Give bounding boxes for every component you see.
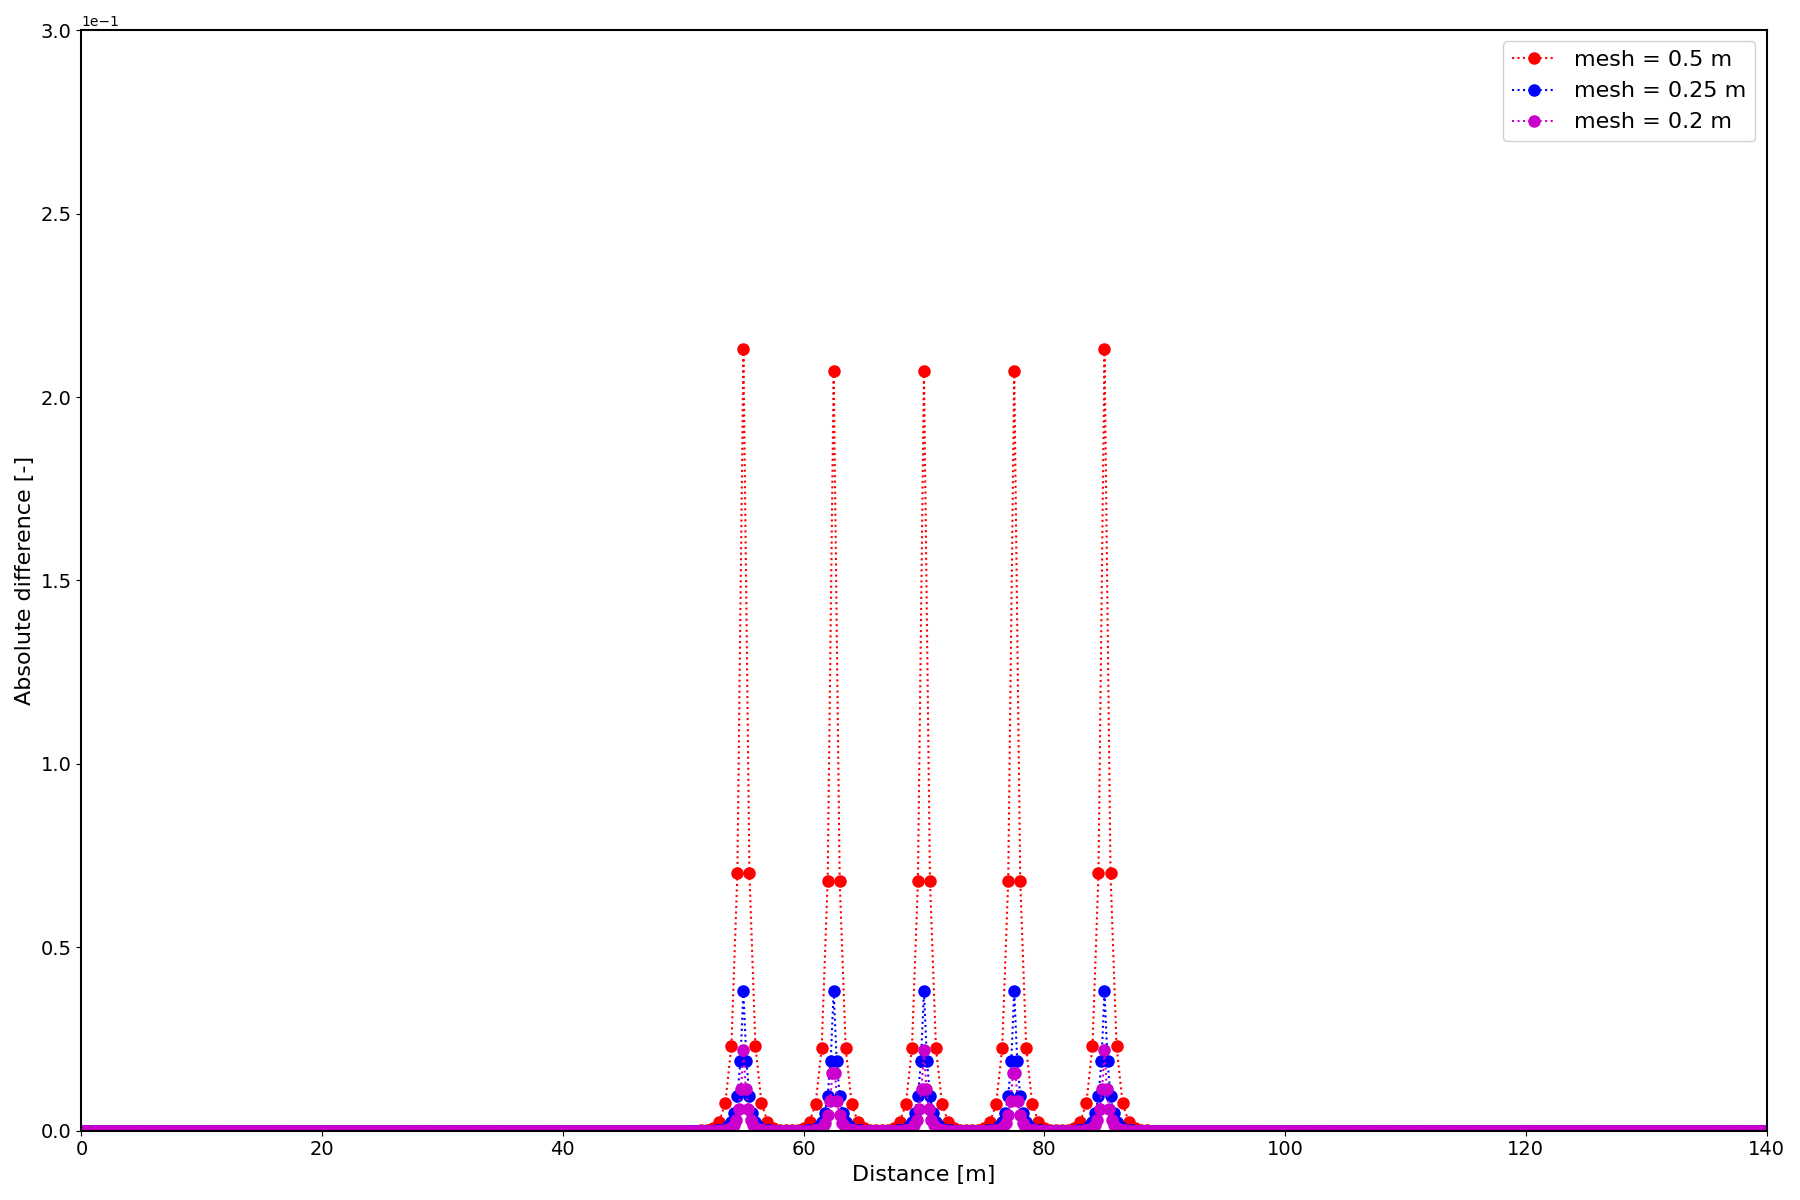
mesh = 0.5 m xyxy=(1755,1123,1777,1138)
mesh = 0.5 m xyxy=(137,1123,158,1138)
mesh = 0.5 m xyxy=(733,342,754,356)
mesh = 0.2 m xyxy=(1516,1123,1537,1138)
mesh = 0.2 m xyxy=(326,1123,347,1138)
mesh = 0.25 m xyxy=(1755,1123,1777,1138)
mesh = 0.5 m xyxy=(1021,1097,1042,1111)
mesh = 0.25 m xyxy=(823,984,844,998)
Line: mesh = 0.25 m: mesh = 0.25 m xyxy=(76,985,1771,1136)
X-axis label: Distance [m]: Distance [m] xyxy=(851,1165,995,1184)
mesh = 0.25 m xyxy=(697,1123,718,1138)
mesh = 0.25 m xyxy=(688,1123,709,1138)
mesh = 0.25 m xyxy=(70,1123,92,1138)
mesh = 0.2 m xyxy=(1429,1123,1451,1138)
mesh = 0.5 m xyxy=(432,1123,454,1138)
mesh = 0.2 m xyxy=(346,1123,367,1138)
mesh = 0.2 m xyxy=(1305,1123,1327,1138)
mesh = 0.25 m xyxy=(679,1123,700,1138)
mesh = 0.25 m xyxy=(1705,1123,1726,1138)
Line: mesh = 0.5 m: mesh = 0.5 m xyxy=(76,343,1771,1136)
mesh = 0.2 m xyxy=(913,1043,934,1057)
mesh = 0.5 m xyxy=(859,1122,880,1136)
mesh = 0.5 m xyxy=(1454,1123,1476,1138)
mesh = 0.2 m xyxy=(70,1123,92,1138)
mesh = 0.5 m xyxy=(1449,1123,1471,1138)
mesh = 0.2 m xyxy=(1755,1123,1777,1138)
Legend: mesh = 0.5 m, mesh = 0.25 m, mesh = 0.2 m: mesh = 0.5 m, mesh = 0.25 m, mesh = 0.2 … xyxy=(1503,41,1755,142)
Line: mesh = 0.2 m: mesh = 0.2 m xyxy=(76,1044,1771,1136)
mesh = 0.5 m xyxy=(70,1123,92,1138)
Y-axis label: Absolute difference [-]: Absolute difference [-] xyxy=(14,456,34,706)
mesh = 0.25 m xyxy=(961,1123,983,1138)
mesh = 0.2 m xyxy=(761,1123,783,1138)
mesh = 0.25 m xyxy=(625,1123,646,1138)
